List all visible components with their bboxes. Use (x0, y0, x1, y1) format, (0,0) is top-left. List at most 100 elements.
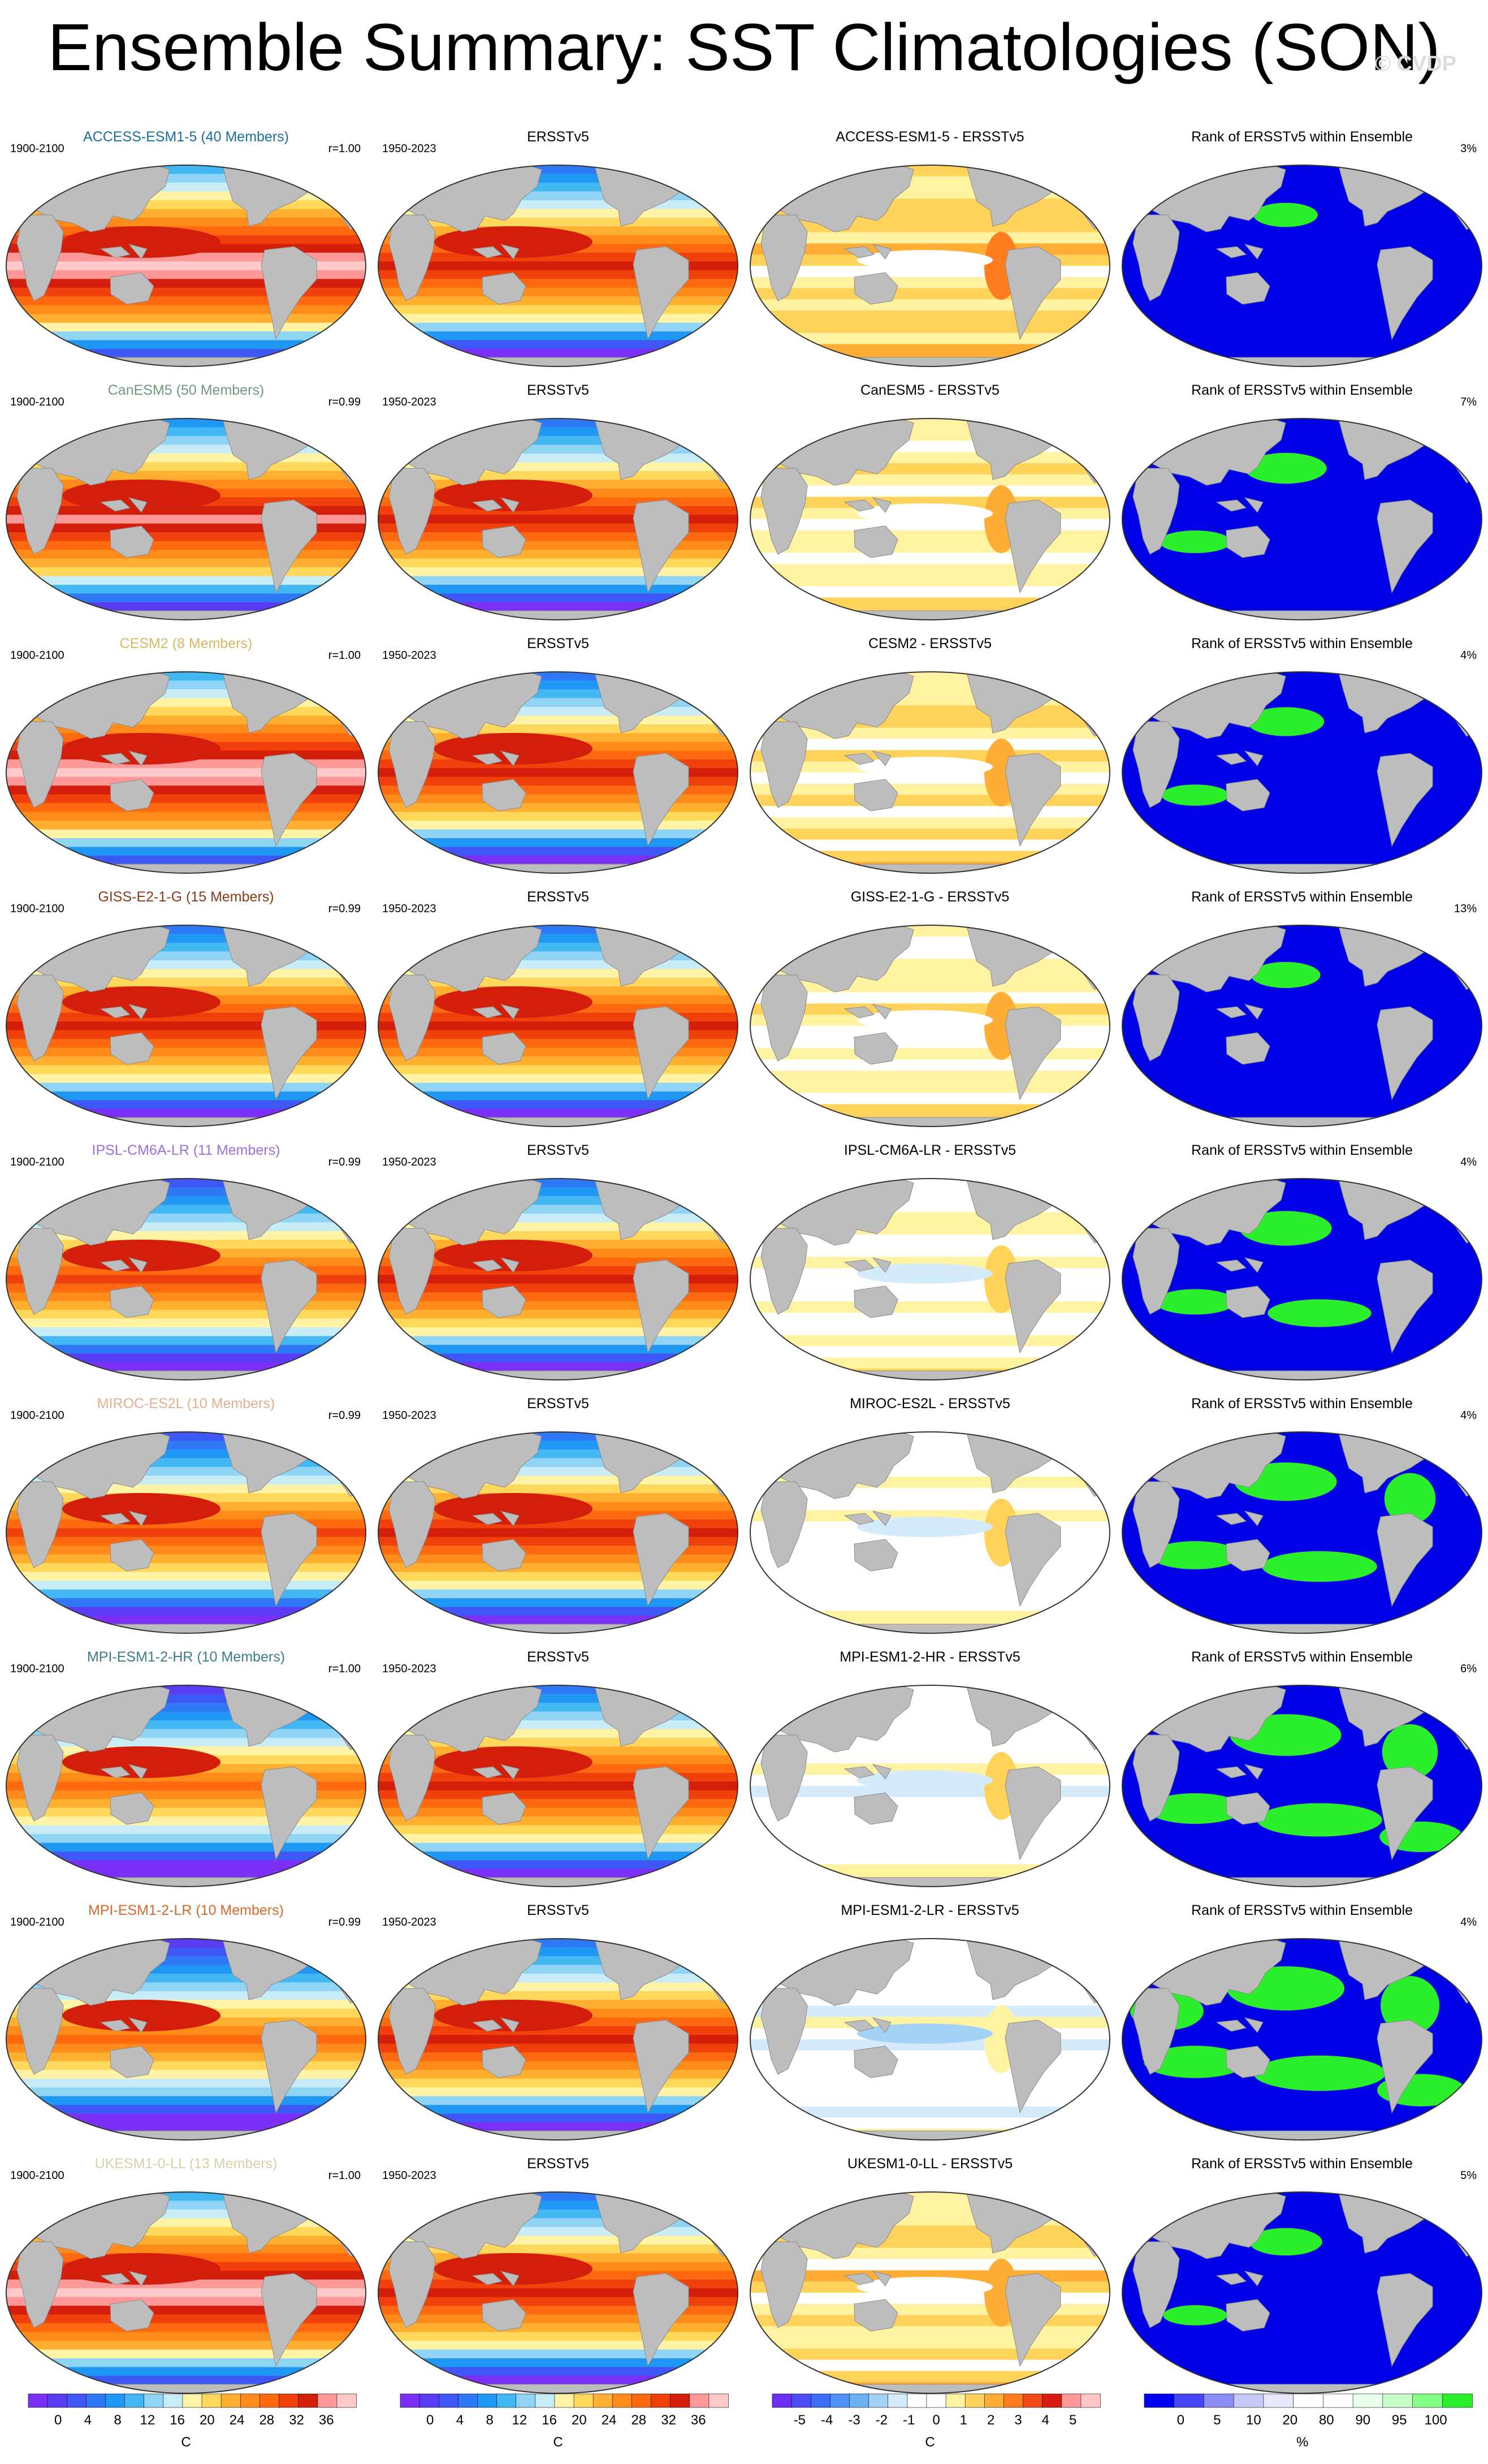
diff-band (750, 672, 1110, 684)
sst-band (6, 1318, 366, 1328)
colorbar-swatch (888, 2393, 908, 2408)
sst-band (6, 1353, 366, 1363)
colorbar-swatch (47, 2393, 68, 2408)
sst-band (6, 1345, 366, 1354)
colorbar-tick-label: 12 (140, 2413, 155, 2428)
obs-title: ERSSTv5 (527, 2156, 589, 2172)
sst-band (6, 1860, 366, 1870)
cold-tongue-bias (857, 1010, 993, 1030)
sst-band (6, 1702, 366, 1712)
rank-panel: Rank of ERSSTv5 within Ensemble 13% (1116, 873, 1488, 1127)
sst-band (6, 1449, 366, 1458)
colorbar-swatch (651, 2393, 671, 2408)
rank-percent: 7% (1460, 396, 1477, 408)
sst-band (6, 340, 366, 349)
globe-outline (750, 165, 1110, 367)
sst-band (378, 829, 738, 839)
diff-band (750, 1443, 1110, 1455)
diff-band (750, 1685, 1110, 1697)
obs-map (378, 2191, 738, 2394)
diff-band (750, 1588, 1110, 1600)
colorbar-swatch (926, 2393, 946, 2408)
rank-title: Rank of ERSSTv5 within Ensemble (1191, 636, 1413, 651)
sst-band (378, 1956, 738, 1965)
rank-title: Rank of ERSSTv5 within Ensemble (1191, 1396, 1413, 1412)
model-map (6, 925, 366, 1127)
sst-band (378, 1179, 738, 1188)
model-title: MIROC-ES2L (10 Members) (97, 1396, 275, 1412)
pattern-correlation: r=0.99 (328, 1156, 361, 1168)
rank-high-patch (1247, 707, 1325, 736)
model-map (6, 1178, 366, 1380)
sst-band (6, 847, 366, 856)
diff-band (750, 2315, 1110, 2327)
diff-band (750, 2203, 1110, 2215)
warm-pool (434, 480, 592, 511)
diff-band (750, 1853, 1110, 1865)
sst-band (378, 925, 738, 934)
diff-band (750, 429, 1110, 442)
sst-band (6, 934, 366, 943)
rank-high-patch (1382, 1724, 1438, 1780)
cold-tongue-bias (857, 1770, 993, 1790)
colorbar-swatch (791, 2393, 812, 2408)
globe-outline (1122, 1178, 1482, 1380)
sst-band (378, 340, 738, 349)
diff-band (750, 851, 1110, 862)
obs-panel: ERSSTv5 1950-2023 (372, 2140, 744, 2394)
sst-band (378, 1939, 738, 1948)
sst-band (378, 585, 738, 594)
warm-pool (62, 480, 220, 511)
colorbar-tick-label: 20 (200, 2413, 215, 2428)
sst-band (378, 1336, 738, 1345)
diff-band (750, 344, 1110, 356)
sst-band (6, 838, 366, 848)
sst-band (6, 1842, 366, 1852)
diff-title: CanESM5 - ERSSTv5 (860, 382, 1000, 398)
rank-map (1122, 418, 1482, 620)
diff-band (750, 2095, 1110, 2107)
model-panel: IPSL-CM6A-LR (11 Members) 1900-2100 r=0.99 (0, 1127, 372, 1380)
globe-outline (750, 1431, 1110, 1634)
sst-band (378, 1310, 738, 1319)
diff-band (750, 1324, 1110, 1336)
sst-band (6, 1301, 366, 1310)
sst-band (6, 550, 366, 559)
diff-map (750, 1178, 1110, 1380)
obs-title: ERSSTv5 (527, 382, 589, 398)
warm-pool (62, 733, 220, 765)
period-label: 1950-2023 (382, 143, 436, 155)
colorbar-swatch (105, 2393, 126, 2408)
sst-band (6, 567, 366, 577)
diff-band (750, 597, 1110, 609)
colorbar-tick-label: 20 (572, 2413, 587, 2428)
rank-high-patch (1257, 1803, 1382, 1837)
sst-band (6, 1834, 366, 1844)
sst-band (378, 2341, 738, 2350)
sst-band (378, 314, 738, 323)
sst-band (378, 1327, 738, 1337)
sst-band (6, 558, 366, 568)
sst-band (378, 847, 738, 856)
model-map (6, 165, 366, 367)
rank-high-patch (1381, 1976, 1439, 2035)
sst-band (378, 1449, 738, 1458)
colorbar-swatch (1382, 2393, 1413, 2408)
warm-pool (62, 226, 220, 258)
rank-high-patch (1253, 2055, 1386, 2091)
sst-band (378, 1091, 738, 1101)
period-label: 1900-2100 (10, 903, 64, 915)
diff-band (750, 321, 1110, 334)
globe-outline (378, 165, 738, 367)
diff-band (750, 1313, 1110, 1324)
pattern-correlation: r=0.99 (328, 396, 361, 408)
diff-band (750, 1179, 1110, 1190)
diff-band (750, 176, 1110, 188)
diff-band (750, 2326, 1110, 2338)
model-map (6, 1431, 366, 1634)
warm-pool (62, 986, 220, 1018)
colorbar-tick-label: 28 (631, 2413, 646, 2428)
rank-percent: 6% (1460, 1663, 1477, 1675)
diff-band (750, 564, 1110, 576)
diff-title: CESM2 - ERSSTv5 (868, 636, 992, 651)
